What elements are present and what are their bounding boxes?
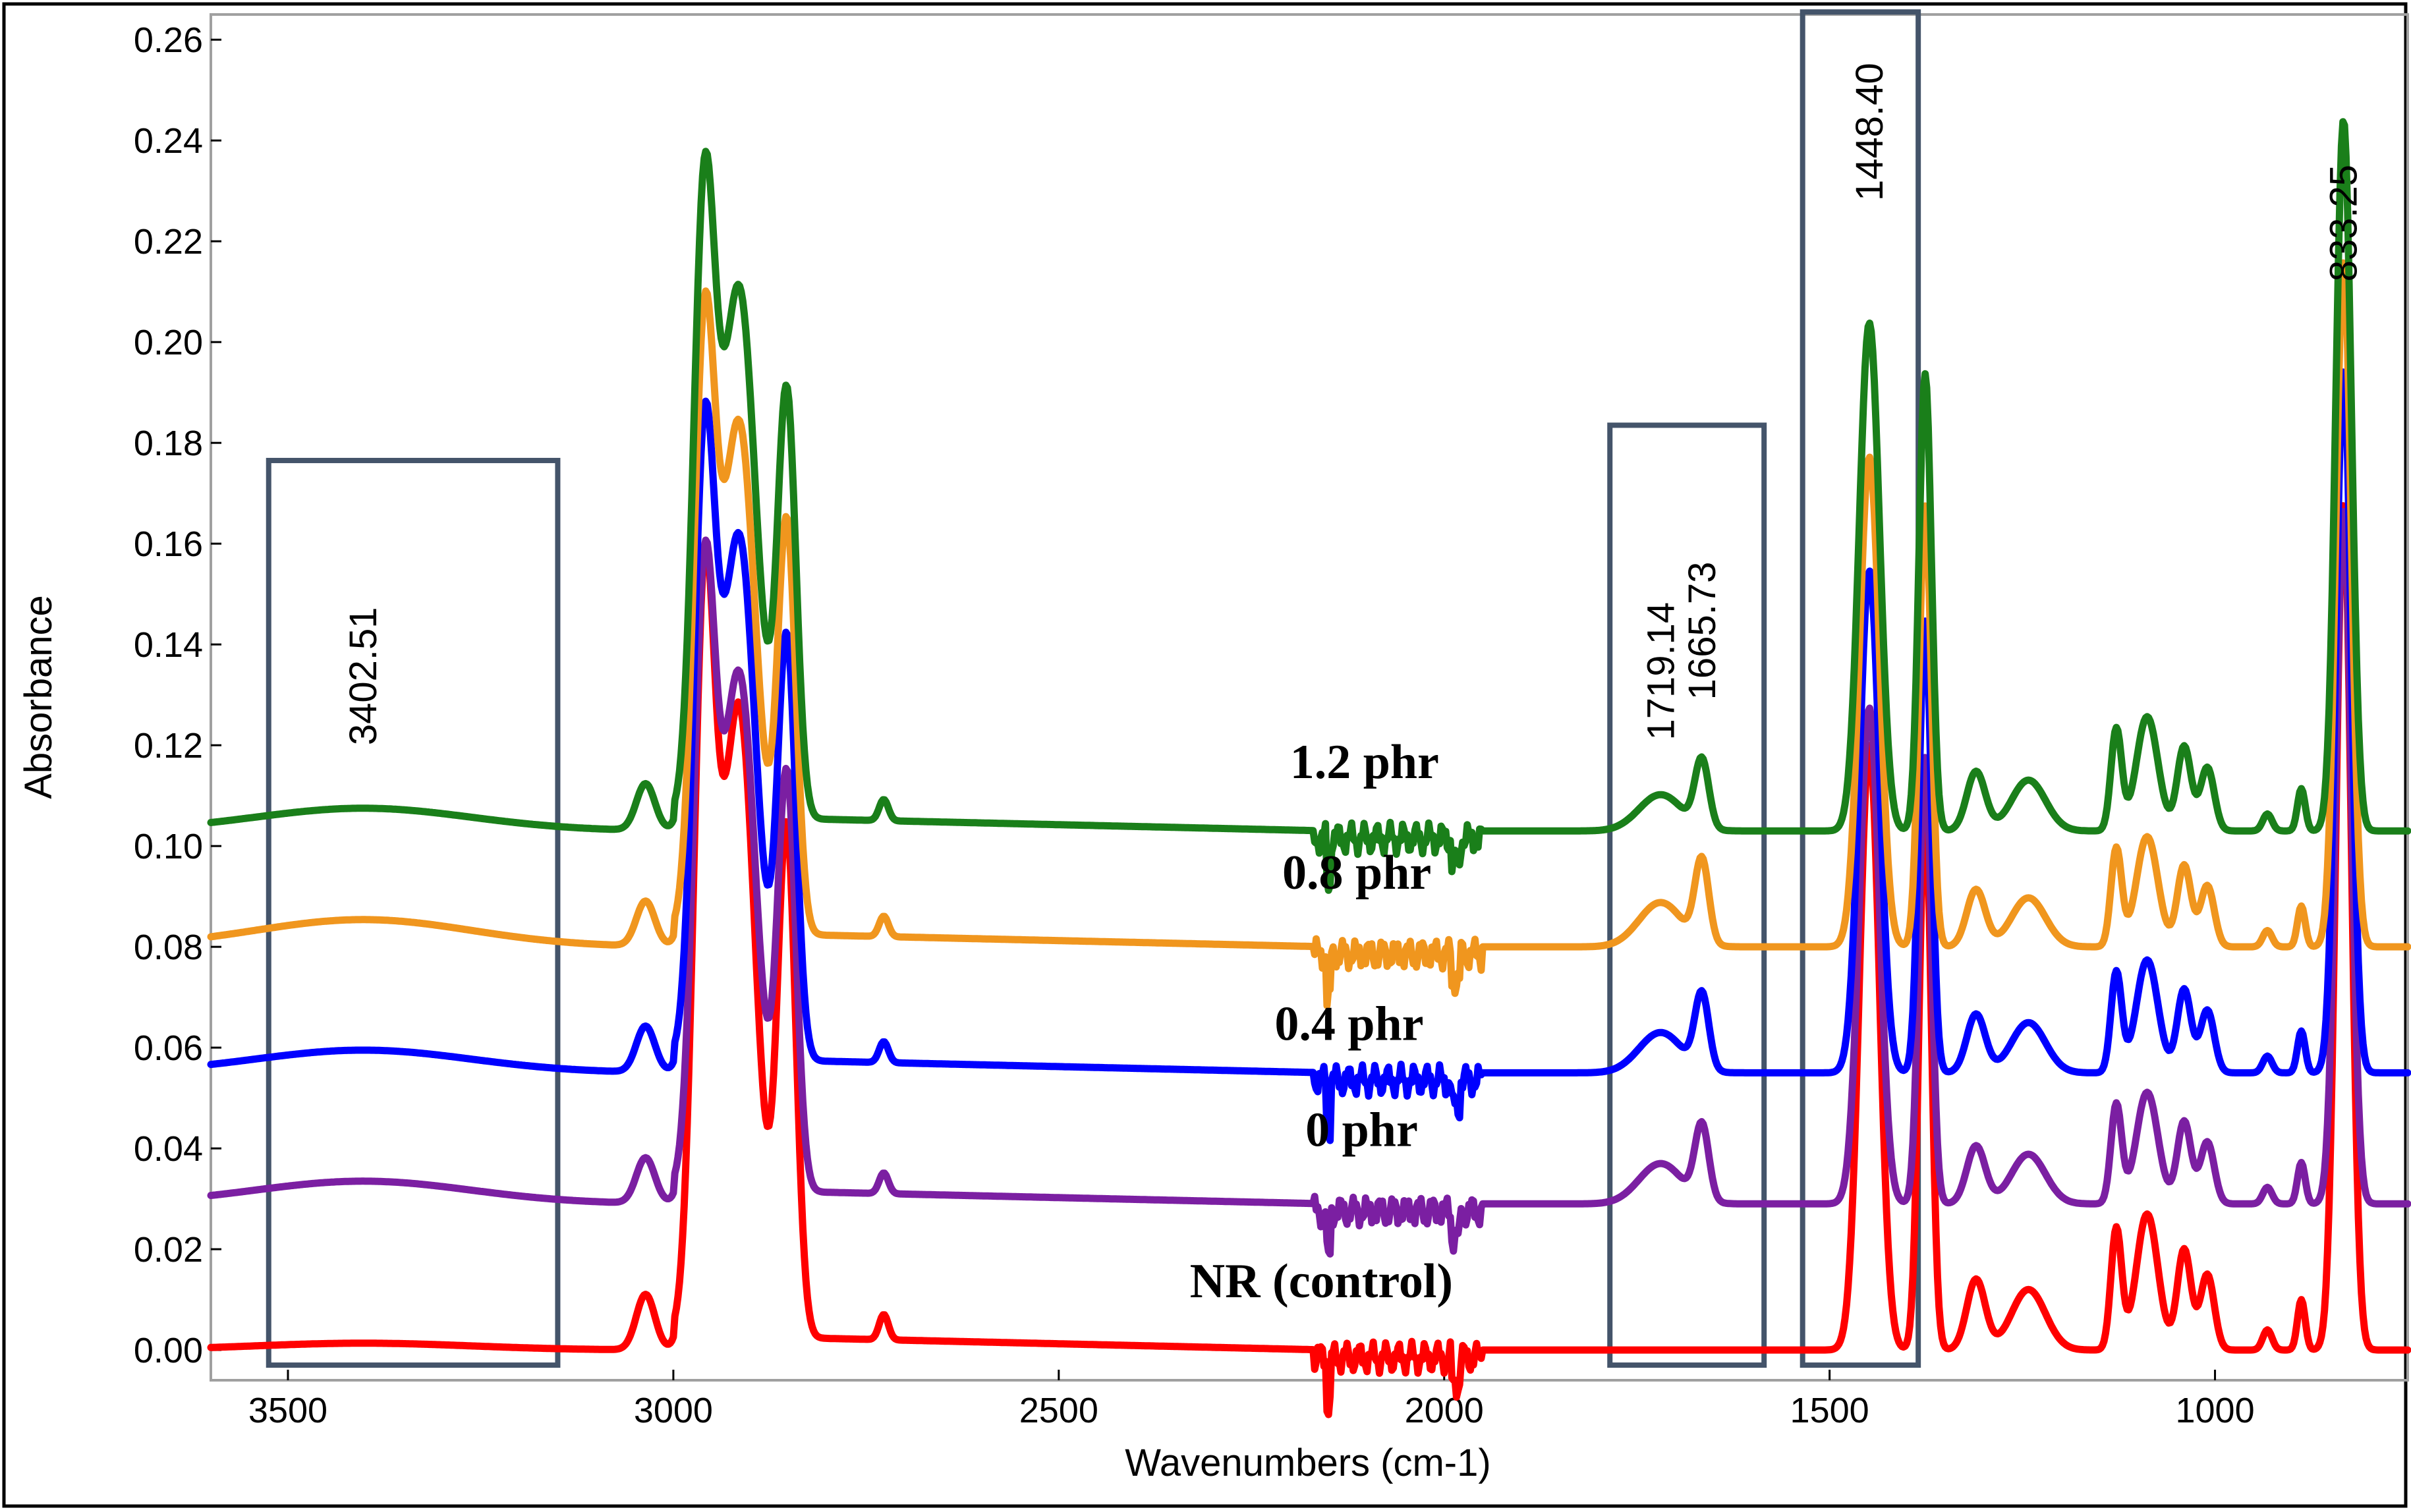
y-tick-label: 0.14 xyxy=(134,625,203,665)
peak-label: 1665.73 xyxy=(1681,562,1724,700)
x-tick-label: 2000 xyxy=(1405,1391,1484,1430)
x-tick-label: 3500 xyxy=(248,1391,327,1430)
x-tick-label: 3000 xyxy=(634,1391,713,1430)
series-line xyxy=(207,368,2411,1144)
y-tick-label: 0.20 xyxy=(134,323,203,362)
series-label: 0.4 phr xyxy=(1274,997,1423,1051)
series-line xyxy=(207,507,2411,1258)
y-tick-label: 0.22 xyxy=(134,222,203,262)
series-line xyxy=(207,259,2411,1009)
series-label: NR (control) xyxy=(1190,1254,1453,1308)
series-labels: NR (control) 0 phr 0.4 phr 0.8 phr 1.2 phr xyxy=(1190,735,1453,1308)
series-line xyxy=(207,118,2411,894)
peak-label: 833.25 xyxy=(2323,165,2366,281)
y-axis: 0.00 0.02 0.04 0.06 0.08 0.10 0.12 0.14 0.16 0.18… xyxy=(134,20,221,1370)
highlight-region-box xyxy=(266,457,561,1368)
y-tick-label: 0.02 xyxy=(134,1230,203,1270)
peak-label: 3402.51 xyxy=(342,607,385,746)
y-tick-label: 0.24 xyxy=(134,121,203,161)
y-axis-title: Absorbance xyxy=(17,595,60,799)
x-tick-label: 1000 xyxy=(2175,1391,2254,1430)
peak-label: 1448.40 xyxy=(1848,63,1891,201)
peak-label: 1719.14 xyxy=(1639,602,1682,741)
series-label: 1.2 phr xyxy=(1290,735,1439,789)
y-tick-label: 0.26 xyxy=(134,20,203,60)
y-tick-label: 0.18 xyxy=(134,424,203,463)
x-tick-label: 2500 xyxy=(1019,1391,1098,1430)
y-tick-label: 0.00 xyxy=(134,1331,203,1370)
x-tick-label: 1500 xyxy=(1790,1391,1869,1430)
y-tick-label: 0.10 xyxy=(134,827,203,866)
x-axis-title: Wavenumbers (cm-1) xyxy=(1125,1442,1490,1484)
y-tick-label: 0.04 xyxy=(134,1129,203,1169)
series-label: 0 phr xyxy=(1305,1103,1418,1157)
y-tick-label: 0.16 xyxy=(134,524,203,564)
series-label: 0.8 phr xyxy=(1282,846,1431,900)
plot-frame xyxy=(210,13,2409,1382)
y-tick-label: 0.08 xyxy=(134,928,203,967)
x-axis: 3500 3000 2500 2000 1500 1000 xyxy=(248,1370,2255,1430)
y-tick-label: 0.06 xyxy=(134,1028,203,1068)
highlight-region-box xyxy=(1607,422,1767,1368)
series-lines xyxy=(207,118,2411,1418)
series-line xyxy=(207,502,2411,1418)
y-tick-label: 0.12 xyxy=(134,726,203,766)
